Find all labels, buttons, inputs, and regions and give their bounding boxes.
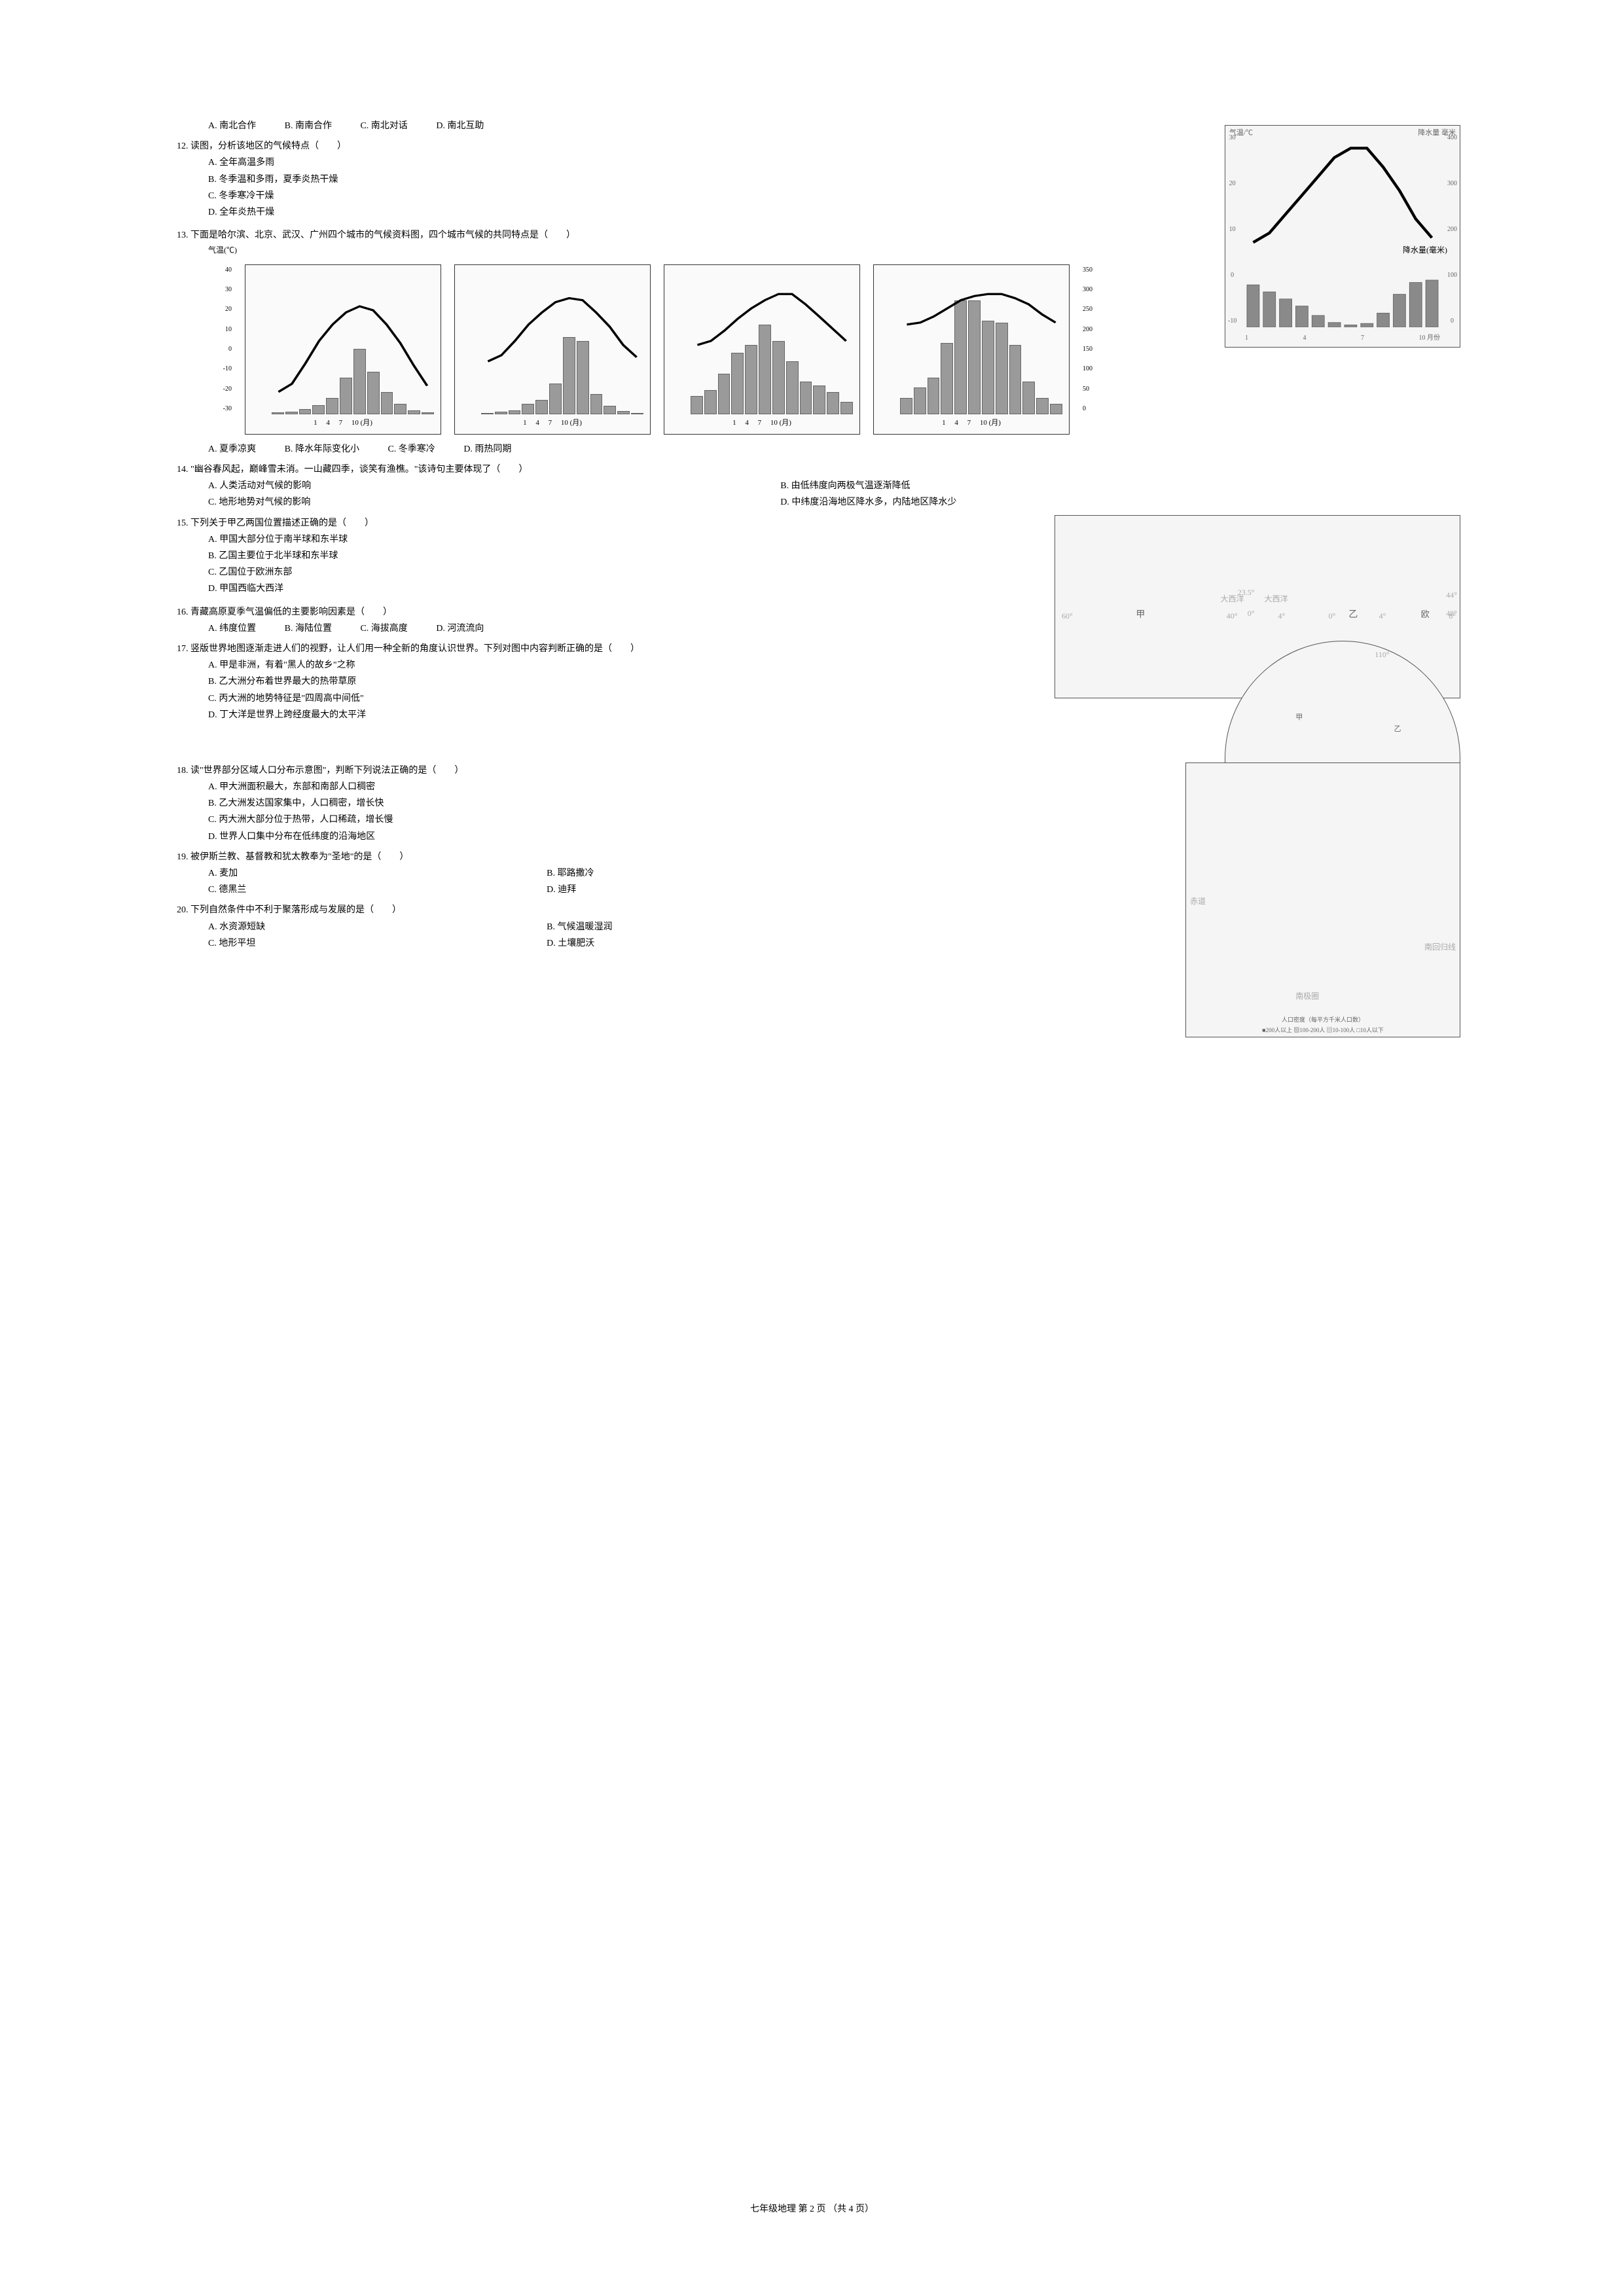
q13-city-0-xlabel: 1 4 7 10 (月) (245, 417, 441, 430)
q11-opt-d: D. 南北互助 (436, 118, 484, 134)
q16-stem: 16. 青藏高原夏季气温偏低的主要影响因素是（ ） (177, 604, 1447, 620)
q20: 20. 下列自然条件中不利于聚落形成与发展的是（ ） A. 水资源短缺 B. 气… (177, 902, 1447, 952)
q13-city-0: 1 4 7 10 (月) (245, 264, 441, 435)
q18-legend: 人口密度（每平方千米人口数） ■200人以上 ▧100-200人 ▤10-100… (1189, 1014, 1457, 1035)
q18-population-map: 赤道 南回归线 南极圈 人口密度（每平方千米人口数） ■200人以上 ▧100-… (1185, 762, 1460, 1037)
q16-opt-c: C. 海拔高度 (360, 620, 407, 637)
q19-opt-b: B. 耶路撒冷 (547, 865, 883, 882)
q15-opt-c: C. 乙国位于欧洲东部 (208, 564, 1003, 581)
q20-opt-a: A. 水资源短缺 (208, 919, 545, 935)
q14-stem: 14. "幽谷春风起，巅峰雪未消。一山藏四季，谈笑有渔樵。"该诗句主要体现了（ … (177, 461, 1447, 478)
q17-opt-d: D. 丁大洋是世界上跨经度最大的太平洋 (208, 707, 1066, 723)
q18-opt-a: A. 甲大洲面积最大，东部和南部人口稠密 (208, 779, 1066, 795)
q20-opt-c: C. 地形平坦 (208, 935, 545, 952)
q15-opt-b: B. 乙国主要位于北半球和东半球 (208, 548, 1003, 564)
q13-city-1: 1 4 7 10 (月) (454, 264, 651, 435)
q13-precip-axis: 0 50 100 150 200 250 300 350 (1083, 264, 1106, 435)
q16-opt-d: D. 河流流向 (436, 620, 484, 637)
q20-stem: 20. 下列自然条件中不利于聚落形成与发展的是（ ） (177, 902, 1447, 918)
q19-opt-c: C. 德黑兰 (208, 882, 545, 898)
page-footer: 七年级地理 第 2 页 （共 4 页） (0, 2201, 1624, 2217)
q15: 15. 下列关于甲乙两国位置描述正确的是（ ） A. 甲国大部分位于南半球和东半… (177, 515, 1447, 598)
q19-opt-d: D. 迪拜 (547, 882, 883, 898)
q13-opt-d: D. 雨热同期 (463, 441, 511, 457)
q18: 18. 读"世界部分区域人口分布示意图"，判断下列说法正确的是（ ） A. 甲大… (177, 762, 1447, 845)
q13: 13. 下面是哈尔滨、北京、武汉、广州四个城市的气候资料图，四个城市气候的共同特… (177, 227, 1447, 457)
q13-opt-c: C. 冬季寒冷 (388, 441, 435, 457)
q12-precip-ticks: 0 100 200 300 400 (1447, 132, 1457, 327)
q13-city-2: 1 4 7 10 (月) (664, 264, 860, 435)
q14: 14. "幽谷春风起，巅峰雪未消。一山藏四季，谈笑有渔樵。"该诗句主要体现了（ … (177, 461, 1447, 511)
q17-opt-b: B. 乙大洲分布着世界最大的热带草原 (208, 673, 1066, 690)
q17: 17. 竖版世界地图逐渐走进人们的视野，让人们用一种全新的角度认识世界。下列对图… (177, 641, 1447, 723)
q13-opt-b: B. 降水年际变化小 (285, 441, 359, 457)
q14-opt-b: B. 由低纬度向两极气温逐渐降低 (780, 478, 1350, 494)
q19-opt-a: A. 麦加 (208, 865, 545, 882)
q13-city-3: 1 4 7 10 (月) (873, 264, 1070, 435)
q14-opt-c: C. 地形地势对气候的影响 (208, 494, 778, 511)
q15-stem: 15. 下列关于甲乙两国位置描述正确的是（ ） (177, 515, 1003, 531)
q18-opt-d: D. 世界人口集中分布在低纬度的沿海地区 (208, 829, 1066, 845)
q16-opt-b: B. 海陆位置 (285, 620, 332, 637)
q13-chart-row: -30 -20 -10 0 10 20 30 40 1 4 7 10 (208, 264, 1447, 435)
q16-opt-a: A. 纬度位置 (208, 620, 256, 637)
q16: 16. 青藏高原夏季气温偏低的主要影响因素是（ ） A. 纬度位置 B. 海陆位… (177, 604, 1447, 637)
q15-opt-d: D. 甲国西临大西洋 (208, 581, 1003, 597)
q11-opt-c: C. 南北对话 (360, 118, 407, 134)
q11-opt-a: A. 南北合作 (208, 118, 256, 134)
q14-opt-d: D. 中纬度沿海地区降水多，内陆地区降水少 (780, 494, 1350, 511)
q18-opt-b: B. 乙大洲发达国家集中，人口稠密，增长快 (208, 795, 1066, 812)
q17-stem: 17. 竖版世界地图逐渐走进人们的视野，让人们用一种全新的角度认识世界。下列对图… (177, 641, 1066, 657)
q17-opt-a: A. 甲是非洲，有着"黑人的故乡"之称 (208, 657, 1066, 673)
q19-stem: 19. 被伊斯兰教、基督教和犹太教奉为"圣地"的是（ ） (177, 849, 1447, 865)
q14-opt-a: A. 人类活动对气候的影响 (208, 478, 778, 494)
q18-stem: 18. 读"世界部分区域人口分布示意图"，判断下列说法正确的是（ ） (177, 762, 1066, 779)
q20-opt-b: B. 气候温暖湿润 (547, 919, 883, 935)
q13-axis-left-label: 气温(℃) (208, 243, 1447, 258)
q11-opt-b: B. 南南合作 (285, 118, 332, 134)
q12: 12. 读图，分析该地区的气候特点（ ） A. 全年高温多雨 B. 冬季温和多雨… (177, 138, 1447, 221)
q13-opt-a: A. 夏季凉爽 (208, 441, 256, 457)
q13-axis-right-label: 降水量(毫米) (1403, 243, 1447, 258)
q15-opt-a: A. 甲国大部分位于南半球和东半球 (208, 531, 1003, 548)
q13-temp-axis: -30 -20 -10 0 10 20 30 40 (208, 264, 232, 435)
q13-stem: 13. 下面是哈尔滨、北京、武汉、广州四个城市的气候资料图，四个城市气候的共同特… (177, 227, 1447, 243)
q20-opt-d: D. 土壤肥沃 (547, 935, 883, 952)
q19: 19. 被伊斯兰教、基督教和犹太教奉为"圣地"的是（ ） A. 麦加 B. 耶路… (177, 849, 1447, 899)
q17-opt-c: C. 丙大洲的地势特征是"四周高中间低" (208, 691, 1066, 707)
q18-opt-c: C. 丙大洲大部分位于热带，人口稀疏，增长慢 (208, 812, 1066, 828)
exam-page: A. 南北合作 B. 南南合作 C. 南北对话 D. 南北互助 12. 读图，分… (177, 118, 1447, 952)
